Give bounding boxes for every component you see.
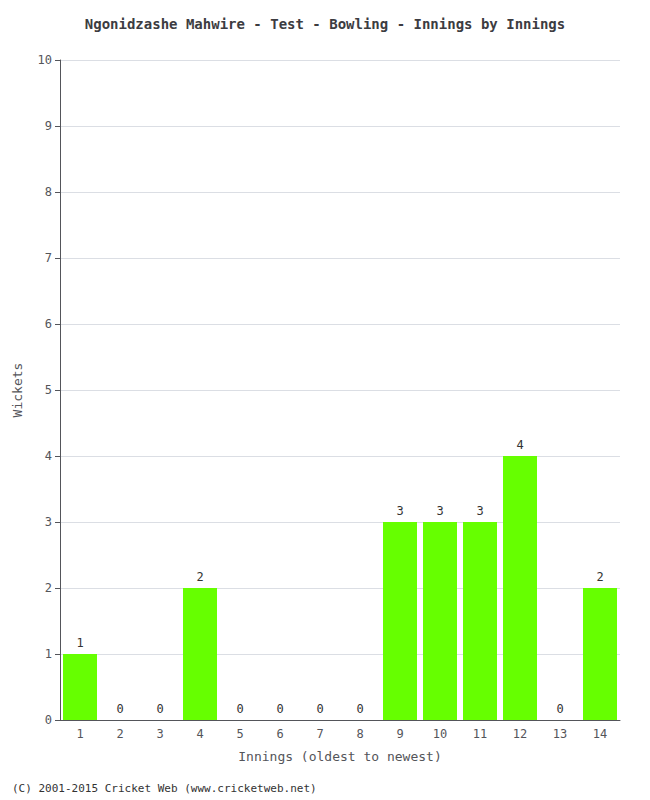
svg-text:1: 1: [76, 636, 83, 650]
svg-text:Innings (oldest to newest): Innings (oldest to newest): [238, 749, 442, 764]
svg-text:0: 0: [316, 702, 323, 716]
svg-text:1: 1: [76, 727, 83, 741]
svg-text:12: 12: [513, 727, 527, 741]
svg-text:2: 2: [596, 570, 603, 584]
svg-text:6: 6: [45, 317, 52, 331]
svg-text:1: 1: [45, 647, 52, 661]
svg-text:13: 13: [553, 727, 567, 741]
svg-text:4: 4: [45, 449, 52, 463]
svg-text:2: 2: [116, 727, 123, 741]
svg-text:0: 0: [236, 702, 243, 716]
svg-text:9: 9: [45, 119, 52, 133]
svg-text:10: 10: [433, 727, 447, 741]
svg-text:3: 3: [476, 504, 483, 518]
svg-text:8: 8: [356, 727, 363, 741]
svg-text:0: 0: [45, 713, 52, 727]
svg-text:5: 5: [236, 727, 243, 741]
svg-text:0: 0: [156, 702, 163, 716]
svg-text:0: 0: [556, 702, 563, 716]
svg-text:(C) 2001-2015 Cricket Web (www: (C) 2001-2015 Cricket Web (www.cricketwe…: [12, 782, 317, 795]
svg-text:11: 11: [473, 727, 487, 741]
svg-text:7: 7: [45, 251, 52, 265]
svg-text:3: 3: [436, 504, 443, 518]
svg-text:10: 10: [38, 53, 52, 67]
svg-text:Wickets: Wickets: [10, 363, 25, 418]
svg-text:2: 2: [45, 581, 52, 595]
svg-text:4: 4: [516, 438, 523, 452]
svg-text:3: 3: [156, 727, 163, 741]
svg-text:Ngonidzashe Mahwire - Test - B: Ngonidzashe Mahwire - Test - Bowling - I…: [85, 16, 565, 32]
svg-text:8: 8: [45, 185, 52, 199]
svg-text:7: 7: [316, 727, 323, 741]
svg-text:5: 5: [45, 383, 52, 397]
svg-text:2: 2: [196, 570, 203, 584]
svg-text:9: 9: [396, 727, 403, 741]
svg-text:0: 0: [356, 702, 363, 716]
svg-text:0: 0: [116, 702, 123, 716]
svg-text:0: 0: [276, 702, 283, 716]
svg-text:14: 14: [593, 727, 607, 741]
svg-text:4: 4: [196, 727, 203, 741]
svg-text:6: 6: [276, 727, 283, 741]
svg-text:3: 3: [45, 515, 52, 529]
svg-text:3: 3: [396, 504, 403, 518]
